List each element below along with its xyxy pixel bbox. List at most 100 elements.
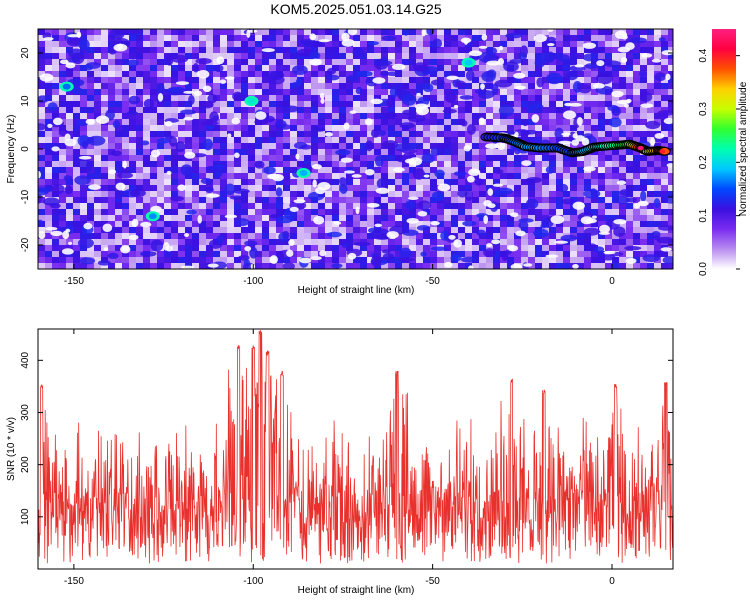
heatmap-cell <box>360 173 367 179</box>
heatmap-blob <box>63 175 73 182</box>
heatmap-cell <box>423 137 430 143</box>
heatmap-cell <box>346 173 353 179</box>
heatmap-cell <box>353 239 360 245</box>
heatmap-cell <box>584 179 591 185</box>
heatmap-cell <box>430 59 437 65</box>
heatmap-cell <box>521 191 528 197</box>
heatmap-cell <box>325 251 332 257</box>
heatmap-cell <box>500 197 507 203</box>
heatmap-cell <box>577 77 584 83</box>
heatmap-cell <box>444 179 451 185</box>
heatmap-blob <box>545 36 557 43</box>
heatmap-cell <box>458 89 465 95</box>
heatmap-cell <box>367 173 374 179</box>
heatmap-cell <box>136 221 143 227</box>
heatmap-cell <box>360 233 367 239</box>
heatmap-cell <box>500 41 507 47</box>
heatmap-cell <box>479 245 486 251</box>
heatmap-cell <box>178 35 185 41</box>
heatmap-cell <box>248 179 255 185</box>
heatmap-gap <box>637 200 649 207</box>
heatmap-cell <box>500 47 507 53</box>
heatmap-cell <box>563 155 570 161</box>
heatmap-cell <box>262 221 269 227</box>
heatmap-cell <box>451 53 458 59</box>
heatmap-cell <box>52 239 59 245</box>
heatmap-cell <box>479 65 486 71</box>
heatmap-gap <box>620 57 628 63</box>
heatmap-cell <box>234 65 241 71</box>
heatmap-cell <box>563 179 570 185</box>
heatmap-cell <box>241 227 248 233</box>
heatmap-cell <box>290 137 297 143</box>
heatmap-cell <box>640 233 647 239</box>
heatmap-cell <box>122 227 129 233</box>
heatmap-cell <box>598 101 605 107</box>
heatmap-blob <box>493 169 504 174</box>
heatmap-blob <box>460 120 468 127</box>
heatmap-cell <box>549 101 556 107</box>
heatmap-cell <box>178 173 185 179</box>
heatmap-cell <box>402 71 409 77</box>
heatmap-cell <box>339 233 346 239</box>
heatmap-cell <box>528 215 535 221</box>
heatmap-cell <box>514 203 521 209</box>
heatmap-cell <box>556 29 563 35</box>
signal-track-peak <box>659 149 666 154</box>
heatmap-cell <box>416 125 423 131</box>
heatmap-cell <box>101 143 108 149</box>
heatmap-cell <box>619 263 626 269</box>
heatmap-cell <box>626 53 633 59</box>
heatmap-cell <box>626 221 633 227</box>
heatmap-cell <box>122 71 129 77</box>
heatmap-cell <box>248 119 255 125</box>
heatmap-cell <box>598 107 605 113</box>
heatmap-blob <box>434 169 445 178</box>
heatmap-cell <box>66 89 73 95</box>
heatmap-cell <box>640 113 647 119</box>
heatmap-cell <box>451 65 458 71</box>
heatmap-cell <box>612 29 619 35</box>
heatmap-cell <box>143 245 150 251</box>
heatmap-cell <box>94 29 101 35</box>
heatmap-blob <box>116 172 133 179</box>
heatmap-cell <box>94 71 101 77</box>
heatmap-gap <box>177 184 186 191</box>
heatmap-cell <box>458 47 465 53</box>
heatmap-cell <box>549 179 556 185</box>
heatmap-cell <box>276 113 283 119</box>
heatmap-cell <box>234 263 241 269</box>
heatmap-cell <box>661 89 668 95</box>
heatmap-gap <box>312 179 317 188</box>
heatmap-cell <box>528 245 535 251</box>
heatmap-blob <box>224 183 236 196</box>
heatmap-cell <box>297 209 304 215</box>
heatmap-cell <box>416 263 423 269</box>
heatmap-cell <box>395 107 402 113</box>
heatmap-cell <box>458 167 465 173</box>
heatmap-cell <box>444 101 451 107</box>
heatmap-cell <box>143 155 150 161</box>
heatmap-cell <box>262 95 269 101</box>
heatmap-cell <box>276 59 283 65</box>
heatmap-cell <box>591 173 598 179</box>
heatmap-cell <box>164 113 171 119</box>
heatmap-cell <box>297 227 304 233</box>
heatmap-cell <box>374 245 381 251</box>
heatmap-cell <box>360 251 367 257</box>
heatmap-cell <box>451 197 458 203</box>
heatmap-cell <box>514 47 521 53</box>
heatmap-cell <box>465 101 472 107</box>
heatmap-cell <box>486 113 493 119</box>
heatmap-cell <box>108 209 115 215</box>
heatmap-cell <box>444 257 451 263</box>
heatmap-cell <box>577 227 584 233</box>
heatmap-cell <box>199 125 206 131</box>
heatmap-cell <box>283 29 290 35</box>
heatmap-cell <box>94 233 101 239</box>
heatmap-cell <box>493 227 500 233</box>
heatmap-cell <box>213 203 220 209</box>
heatmap-cell <box>45 149 52 155</box>
heatmap-cell <box>318 203 325 209</box>
heatmap-cell <box>584 35 591 41</box>
